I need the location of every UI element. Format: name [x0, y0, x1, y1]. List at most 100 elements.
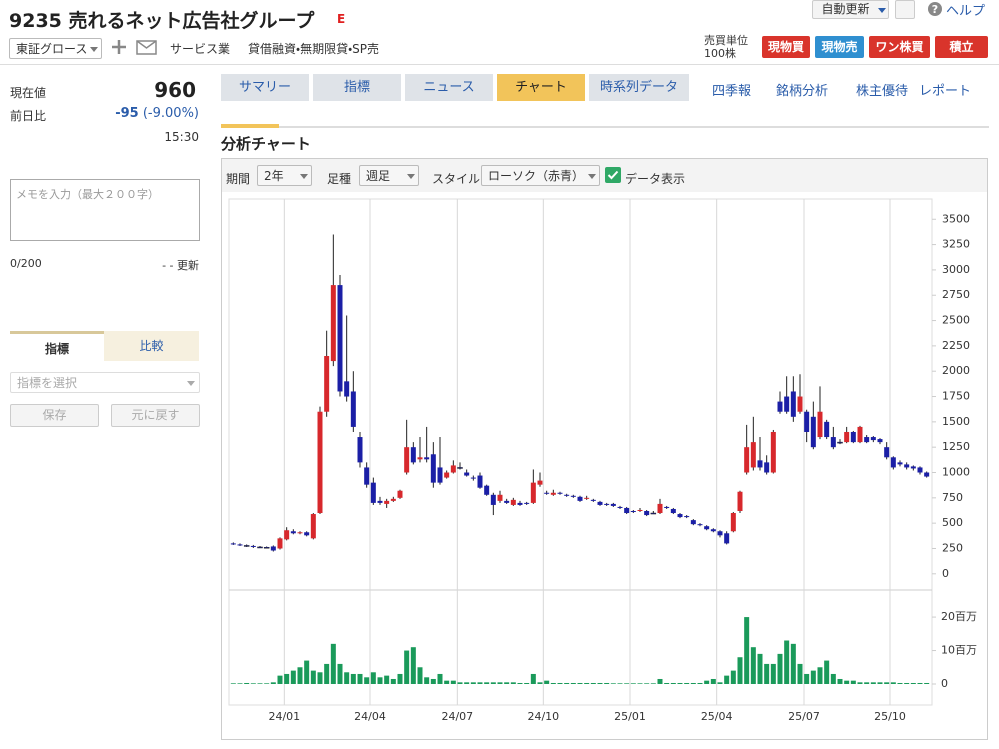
volume-bar [564, 682, 570, 684]
y-tick-label: 1250 [942, 440, 970, 453]
indicator-tab[interactable]: 指標 [10, 331, 104, 361]
candle-body [830, 437, 836, 448]
link[interactable]: 株主優待 [856, 84, 909, 99]
volume-bar [377, 677, 383, 684]
y-tick-label: 0 [942, 567, 949, 580]
volume-bar [484, 682, 490, 684]
candle-body [277, 538, 283, 549]
accumulate-button[interactable]: 積立 [935, 36, 988, 58]
volume-bar [657, 678, 663, 684]
volume-bar [664, 682, 670, 684]
y-tick-label: 1500 [942, 415, 970, 428]
candle-body [484, 485, 490, 495]
badge: E [337, 12, 346, 26]
reset-button[interactable]: 元に戻す [111, 404, 200, 427]
candle-body [684, 516, 690, 518]
indicator-select[interactable]: 指標を選択 [10, 372, 200, 393]
tab[interactable]: 時系列データ [589, 74, 689, 101]
candle-body [477, 475, 483, 488]
help[interactable]: ヘルプ [946, 4, 986, 19]
volume-bar [704, 680, 710, 684]
link[interactable]: レポート [919, 84, 972, 99]
volume-bar [750, 647, 756, 684]
candle-body [770, 431, 776, 473]
kind-select[interactable]: 週足 [359, 165, 419, 186]
link[interactable]: 四季報 [712, 84, 752, 99]
volume-bar [524, 682, 530, 684]
style-select[interactable]: ローソク（赤青） [481, 165, 600, 186]
volume-bar [470, 682, 476, 684]
volume-bar [684, 682, 690, 684]
tab-active[interactable]: チャート [497, 74, 585, 101]
volume-bar [870, 682, 876, 684]
candle-body [284, 530, 290, 540]
y-tick-label: 2500 [942, 314, 970, 327]
candle-body [424, 457, 430, 460]
candle-body [524, 502, 530, 504]
candle-body [370, 482, 376, 503]
memo-placeholder: メモを入力（最大２００字） [16, 188, 159, 201]
volume-bar [837, 678, 843, 684]
one-share-button[interactable]: ワン株買 [869, 36, 930, 58]
auto-update[interactable]: 自動更新 [812, 0, 889, 19]
candle-body [557, 492, 563, 494]
candle-body [617, 506, 623, 508]
volume-bar [450, 680, 456, 684]
volume-bar [677, 682, 683, 684]
candle-body [310, 514, 316, 539]
svg-text:?: ? [932, 3, 938, 16]
icons[interactable] [110, 38, 160, 56]
x-tick-label: 25/10 [874, 710, 906, 723]
sell-button[interactable]: 現物売 [815, 36, 864, 58]
candle-body [490, 494, 496, 505]
candle-body [437, 467, 443, 483]
volume-bar [897, 682, 903, 684]
volume-bar [357, 673, 363, 684]
auto-update-label: 自動更新 [821, 2, 870, 16]
save-button[interactable]: 保存 [10, 404, 99, 427]
candle-body [624, 507, 630, 514]
volume-bar [724, 675, 730, 684]
buy-button[interactable]: 現物買 [762, 36, 810, 58]
x-tick-label: 24/04 [354, 710, 386, 723]
period-select[interactable]: 2年 [257, 165, 312, 186]
candle-body [697, 524, 703, 526]
volume-bar [850, 680, 856, 684]
tab[interactable]: ニュース [405, 74, 493, 101]
style-label: スタイル [432, 172, 481, 186]
link[interactable]: 銘柄分析 [776, 84, 829, 99]
candle-body [610, 503, 616, 506]
candle-body [470, 477, 476, 479]
market-select[interactable]: 東証グロース [9, 38, 102, 59]
unit-value: 100株 [704, 47, 736, 60]
tab[interactable]: サマリー [221, 74, 309, 101]
candle-body [904, 464, 910, 468]
candle-body [824, 421, 830, 438]
volume-bar [297, 667, 303, 684]
candle-body [430, 454, 436, 483]
volume-bar [277, 675, 283, 684]
volume-bar [610, 683, 616, 684]
memo-count: 0/200 [10, 257, 42, 270]
volume-bar [317, 672, 323, 684]
refresh[interactable] [895, 0, 915, 19]
compare-tab[interactable]: 比較 [104, 331, 199, 361]
volume-bar [617, 683, 623, 684]
volume-bar [550, 682, 556, 684]
candle-body [797, 396, 803, 412]
price: 960 [154, 78, 196, 102]
volume-bar [904, 682, 910, 684]
tab[interactable]: 指標 [313, 74, 401, 101]
candle-body [710, 529, 716, 532]
divider [0, 64, 999, 65]
candle-body [297, 532, 303, 534]
volume-bar [637, 683, 643, 684]
candle-body [717, 531, 723, 536]
volume-bar [230, 683, 236, 684]
volume-bar [690, 682, 696, 684]
candle-body [317, 411, 323, 514]
volume-bar [697, 682, 703, 684]
memo-input[interactable]: メモを入力（最大２００字） [10, 179, 200, 241]
checkbox[interactable] [605, 167, 621, 183]
y-tick-label: 3500 [942, 212, 970, 225]
